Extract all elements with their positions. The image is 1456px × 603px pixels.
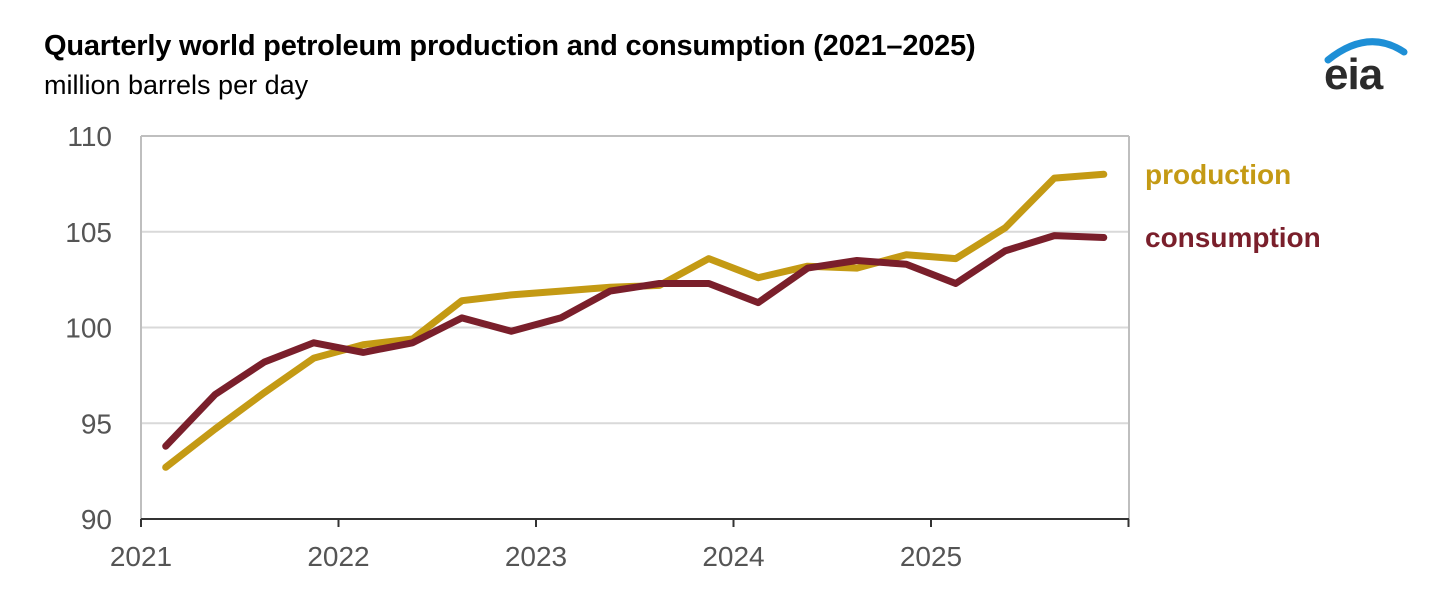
y-tick-label-110: 110 (67, 121, 112, 152)
series-label-production: production (1145, 159, 1291, 190)
series-line-consumption (162, 232, 1108, 450)
x-tick-label-2025: 2025 (900, 541, 962, 572)
y-tick-label-100: 100 (65, 313, 112, 344)
eia-logo-arc (1324, 38, 1408, 64)
x-tick-label-2023: 2023 (505, 541, 567, 572)
y-tick-label-90: 90 (81, 504, 112, 535)
y-tick-label-95: 95 (81, 408, 112, 439)
series-label-consumption: consumption (1145, 222, 1321, 253)
chart-title: Quarterly world petroleum production and… (44, 30, 976, 62)
x-tick-label-2021: 2021 (110, 541, 172, 572)
eia-logo-text: eia (1324, 50, 1383, 99)
x-tick-label-2022: 2022 (307, 541, 369, 572)
eia-logo: eia (1318, 30, 1414, 100)
y-tick-label-105: 105 (65, 217, 112, 248)
chart-subtitle: million barrels per day (44, 70, 309, 100)
x-tick-label-2024: 2024 (702, 541, 764, 572)
